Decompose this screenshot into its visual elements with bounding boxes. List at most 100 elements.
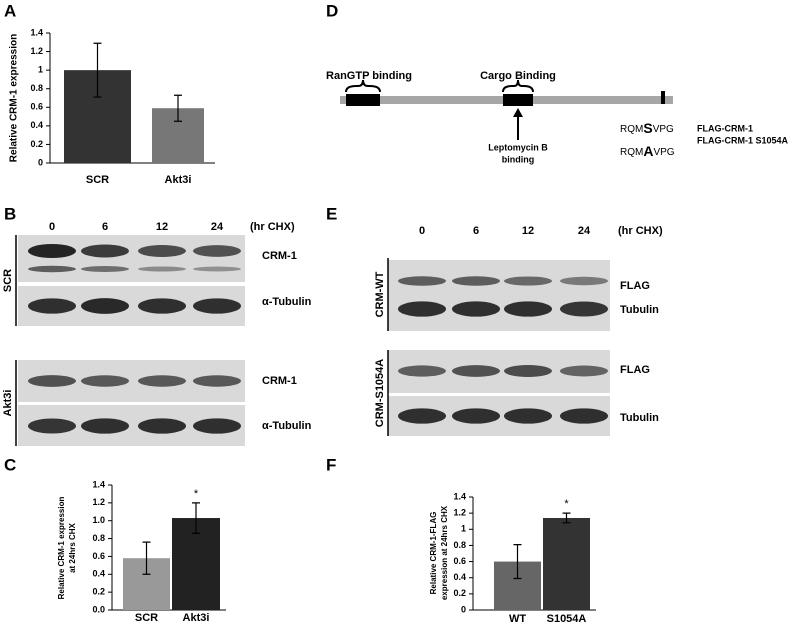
blot-band bbox=[193, 375, 241, 387]
domain-label: Cargo Binding bbox=[480, 70, 556, 82]
band-label: FLAG bbox=[620, 280, 650, 292]
blot-band bbox=[560, 408, 608, 424]
sequence: RQMSVPG bbox=[620, 120, 674, 136]
seq-part: VPG bbox=[653, 147, 674, 158]
y-tick-label: 0 bbox=[38, 157, 43, 167]
domain-box bbox=[503, 94, 533, 106]
band-label: Tubulin bbox=[620, 304, 659, 316]
y-axis-label: expression at 24hrs CHX bbox=[440, 505, 449, 600]
blot-band bbox=[398, 301, 446, 317]
y-tick-label: 1 bbox=[461, 524, 466, 534]
blot-band bbox=[504, 364, 552, 378]
panel-label: F bbox=[326, 455, 336, 474]
x-tick-label: Akt3i bbox=[165, 174, 192, 186]
y-tick-label: 0.4 bbox=[30, 120, 43, 130]
protein-diagram: RanGTP binding Cargo Binding Leptomycin … bbox=[326, 70, 789, 164]
blot-band bbox=[81, 298, 129, 314]
error-bar bbox=[142, 541, 151, 575]
blot-band bbox=[138, 244, 186, 258]
y-tick-label: 0.8 bbox=[30, 83, 43, 93]
arrow-head bbox=[513, 108, 523, 117]
y-tick-label: 1.4 bbox=[92, 479, 105, 489]
y-tick-label: 0 bbox=[461, 604, 466, 614]
blot-band bbox=[81, 244, 129, 258]
x-tick-label: SCR bbox=[86, 174, 109, 186]
error-bar bbox=[192, 502, 200, 534]
blot-band bbox=[452, 276, 500, 286]
domain-box bbox=[346, 94, 380, 106]
blot-band bbox=[452, 408, 500, 424]
seq-part: RQM bbox=[620, 147, 643, 158]
blot-band bbox=[504, 301, 552, 317]
group-label: CRM-WT bbox=[374, 271, 386, 317]
blot-band bbox=[504, 408, 552, 424]
band-label: FLAG bbox=[620, 364, 650, 376]
blot-band bbox=[398, 276, 446, 286]
error-bar bbox=[562, 512, 571, 524]
y-tick-label: 0.2 bbox=[92, 587, 105, 597]
y-tick-label: 0.6 bbox=[30, 102, 43, 112]
y-axis-label: Relative CRM-1-FLAG bbox=[429, 512, 438, 595]
blot-band bbox=[81, 266, 129, 272]
seq-part: VPG bbox=[653, 124, 674, 135]
blot-band bbox=[138, 375, 186, 387]
group-label: CRM-S1054A bbox=[374, 359, 386, 428]
x-tick-label: WT bbox=[509, 613, 526, 624]
seq-part: RQM bbox=[620, 124, 643, 135]
blot-band bbox=[28, 244, 76, 258]
site-mark bbox=[661, 91, 665, 104]
y-tick-label: 0.8 bbox=[453, 540, 466, 550]
y-tick-label: 0.0 bbox=[92, 604, 105, 614]
y-tick-label: 0.2 bbox=[453, 588, 466, 598]
y-tick-label: 1.2 bbox=[453, 508, 466, 518]
blot-band bbox=[398, 365, 446, 377]
blot-band bbox=[504, 276, 552, 286]
blot-band bbox=[452, 365, 500, 377]
group-label: SCR bbox=[2, 269, 14, 292]
time-label: 0 bbox=[49, 221, 55, 233]
significance-mark: * bbox=[194, 488, 199, 500]
panel-label: E bbox=[326, 204, 337, 223]
time-label: 6 bbox=[473, 225, 479, 237]
y-axis-label: Relative CRM-1 expression bbox=[57, 497, 66, 600]
seq-residue: A bbox=[643, 143, 653, 159]
y-tick-label: 0.4 bbox=[92, 569, 105, 579]
domain-label: RanGTP binding bbox=[326, 70, 412, 82]
time-label: 24 bbox=[578, 225, 591, 237]
blot-band bbox=[193, 266, 241, 272]
blot-band bbox=[398, 408, 446, 424]
time-unit: (hr CHX) bbox=[618, 225, 663, 237]
leptomycin-label: Leptomycin B bbox=[488, 142, 548, 152]
blot-band bbox=[28, 418, 76, 434]
bar bbox=[543, 517, 590, 610]
y-tick-label: 1.2 bbox=[92, 497, 105, 507]
y-tick-label: 1 bbox=[38, 65, 43, 75]
band-label: α-Tubulin bbox=[262, 296, 312, 308]
error-bar bbox=[513, 544, 522, 580]
time-unit: (hr CHX) bbox=[250, 221, 295, 233]
y-tick-label: 1.0 bbox=[92, 515, 105, 525]
band-label: CRM-1 bbox=[262, 250, 297, 262]
x-tick-label: SCR bbox=[135, 612, 158, 624]
construct-label: FLAG-CRM-1 S1054A bbox=[697, 135, 789, 145]
blot-band bbox=[81, 375, 129, 387]
significance-mark: * bbox=[564, 498, 569, 510]
y-tick-label: 0.4 bbox=[453, 572, 466, 582]
blot-band bbox=[193, 418, 241, 434]
blot-band bbox=[452, 301, 500, 317]
blot-band bbox=[28, 298, 76, 314]
blot-panel bbox=[18, 235, 245, 282]
panel-label: C bbox=[4, 455, 16, 474]
y-axis-label: at 24hrs CHX bbox=[68, 522, 77, 572]
leptomycin-label: binding bbox=[502, 154, 535, 164]
y-tick-label: 1.4 bbox=[30, 27, 43, 37]
blot-band bbox=[193, 245, 241, 257]
sequence: RQMAVPG bbox=[620, 143, 675, 159]
group-label: Akt3i bbox=[2, 390, 14, 417]
blot-band bbox=[560, 276, 608, 286]
y-axis-label: Relative CRM-1 expression bbox=[9, 34, 20, 162]
x-tick-label: Akt3i bbox=[183, 612, 210, 624]
y-tick-label: 1.4 bbox=[453, 491, 466, 501]
panel-label: D bbox=[326, 1, 338, 20]
panel-label: A bbox=[4, 1, 16, 20]
